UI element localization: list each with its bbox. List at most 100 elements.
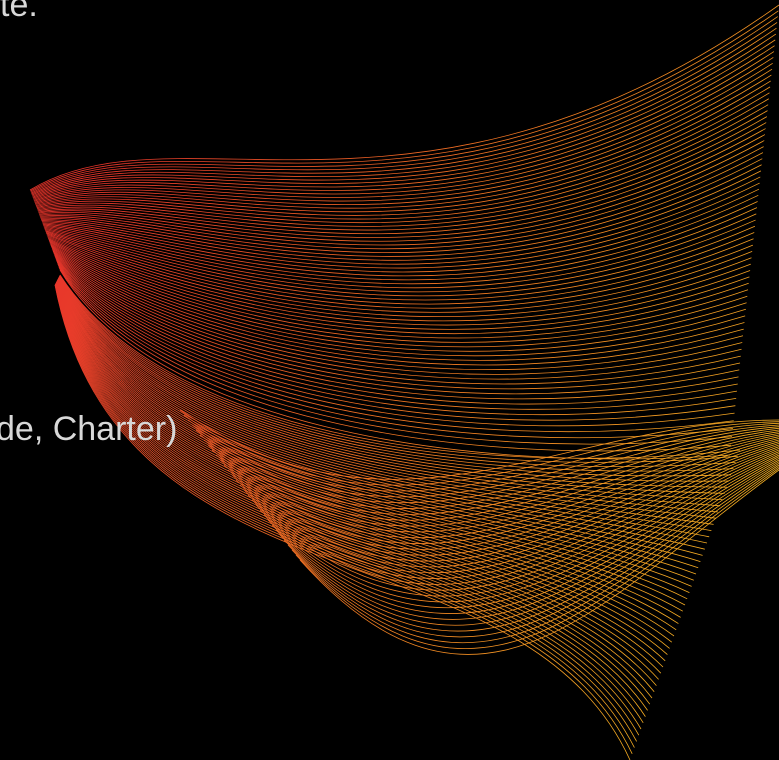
wave-line bbox=[55, 259, 737, 416]
wave-line bbox=[44, 219, 756, 293]
wave-line bbox=[47, 237, 750, 330]
wave-line bbox=[41, 176, 761, 265]
wave-line bbox=[35, 86, 771, 209]
wave-line bbox=[51, 248, 744, 371]
wave-line bbox=[49, 241, 748, 343]
wave-line bbox=[32, 51, 775, 199]
wave-line bbox=[57, 263, 734, 432]
wave-line bbox=[37, 122, 767, 231]
wave-line bbox=[38, 128, 766, 235]
wave-line bbox=[55, 283, 648, 711]
wave-line bbox=[57, 279, 688, 600]
wave-line bbox=[48, 240, 749, 339]
wave-line bbox=[57, 278, 699, 569]
wave-line bbox=[259, 452, 779, 597]
wave-line bbox=[235, 442, 779, 562]
wave-line bbox=[34, 80, 771, 206]
wave-line bbox=[54, 284, 633, 754]
wave-line bbox=[56, 280, 681, 618]
wave-line bbox=[51, 247, 744, 366]
wave-line bbox=[275, 459, 779, 620]
wave-line bbox=[57, 278, 701, 562]
wave-line bbox=[183, 414, 779, 486]
wave-line bbox=[57, 265, 733, 439]
wave-line bbox=[53, 252, 741, 385]
wave-line bbox=[35, 92, 770, 213]
wave-line bbox=[57, 279, 694, 581]
wave-line bbox=[195, 426, 779, 504]
wave-line bbox=[50, 244, 746, 357]
wave-line bbox=[29, 4, 779, 191]
wave-line bbox=[54, 257, 738, 405]
wave-line bbox=[34, 68, 773, 202]
wave-line bbox=[59, 275, 732, 477]
wave-line bbox=[40, 164, 762, 257]
wave-line bbox=[56, 260, 736, 421]
wave-line bbox=[58, 277, 716, 519]
wave-line bbox=[59, 269, 731, 460]
wave-line bbox=[53, 253, 741, 390]
wave-line bbox=[46, 233, 753, 313]
wave-line bbox=[59, 274, 738, 463]
wave-line bbox=[45, 232, 754, 309]
wave-line bbox=[52, 250, 742, 380]
wave-line bbox=[215, 434, 779, 533]
wave-line bbox=[55, 282, 655, 693]
wave-line bbox=[32, 39, 776, 197]
wave-line bbox=[40, 158, 763, 254]
wave-line bbox=[295, 468, 779, 650]
wave-line bbox=[57, 279, 690, 593]
wave-line bbox=[59, 276, 727, 488]
wave-line bbox=[56, 281, 664, 668]
wave-line bbox=[30, 16, 778, 193]
wave-line bbox=[34, 74, 772, 203]
text-line: te. bbox=[0, 0, 38, 24]
wave-line bbox=[291, 466, 779, 644]
wave-line bbox=[37, 116, 768, 227]
wave-line bbox=[57, 278, 697, 575]
wave-line bbox=[47, 235, 751, 322]
wave-line bbox=[55, 283, 642, 730]
wave-line bbox=[48, 239, 749, 334]
wave-line bbox=[279, 461, 779, 626]
wave-line bbox=[55, 282, 657, 686]
wave-line bbox=[227, 439, 779, 550]
wave-line bbox=[31, 33, 777, 196]
wave-line bbox=[36, 98, 769, 216]
wave-line bbox=[59, 275, 734, 472]
wave-line bbox=[267, 456, 779, 609]
wave-line bbox=[57, 278, 703, 556]
wave-line bbox=[263, 454, 779, 603]
wave-line bbox=[57, 280, 683, 612]
wave-line bbox=[247, 447, 779, 579]
wave-line bbox=[50, 243, 746, 352]
wave-line bbox=[54, 284, 635, 748]
wave-line bbox=[199, 427, 779, 509]
wave-line bbox=[38, 134, 766, 238]
wave-line bbox=[55, 258, 738, 410]
wave-line bbox=[271, 457, 779, 614]
wave-line bbox=[239, 444, 779, 568]
wave-line bbox=[54, 254, 740, 395]
wave-line bbox=[187, 419, 779, 492]
wave-line bbox=[57, 279, 686, 606]
wave-line bbox=[32, 45, 775, 198]
wave-line bbox=[55, 284, 640, 736]
wave-line bbox=[39, 152, 764, 250]
wave-line bbox=[207, 431, 779, 521]
wave-line bbox=[57, 279, 692, 587]
wave-line bbox=[36, 104, 769, 220]
wave-line bbox=[55, 282, 659, 680]
wave-line bbox=[58, 276, 723, 500]
wave-line bbox=[211, 432, 779, 527]
wave-line bbox=[43, 201, 758, 281]
wave-line bbox=[58, 277, 708, 544]
wave-line bbox=[203, 429, 779, 515]
wave-line bbox=[47, 236, 751, 326]
wave-line bbox=[58, 278, 705, 550]
wave-line bbox=[59, 275, 736, 467]
wave-line bbox=[39, 146, 764, 246]
wave-line bbox=[58, 277, 712, 531]
